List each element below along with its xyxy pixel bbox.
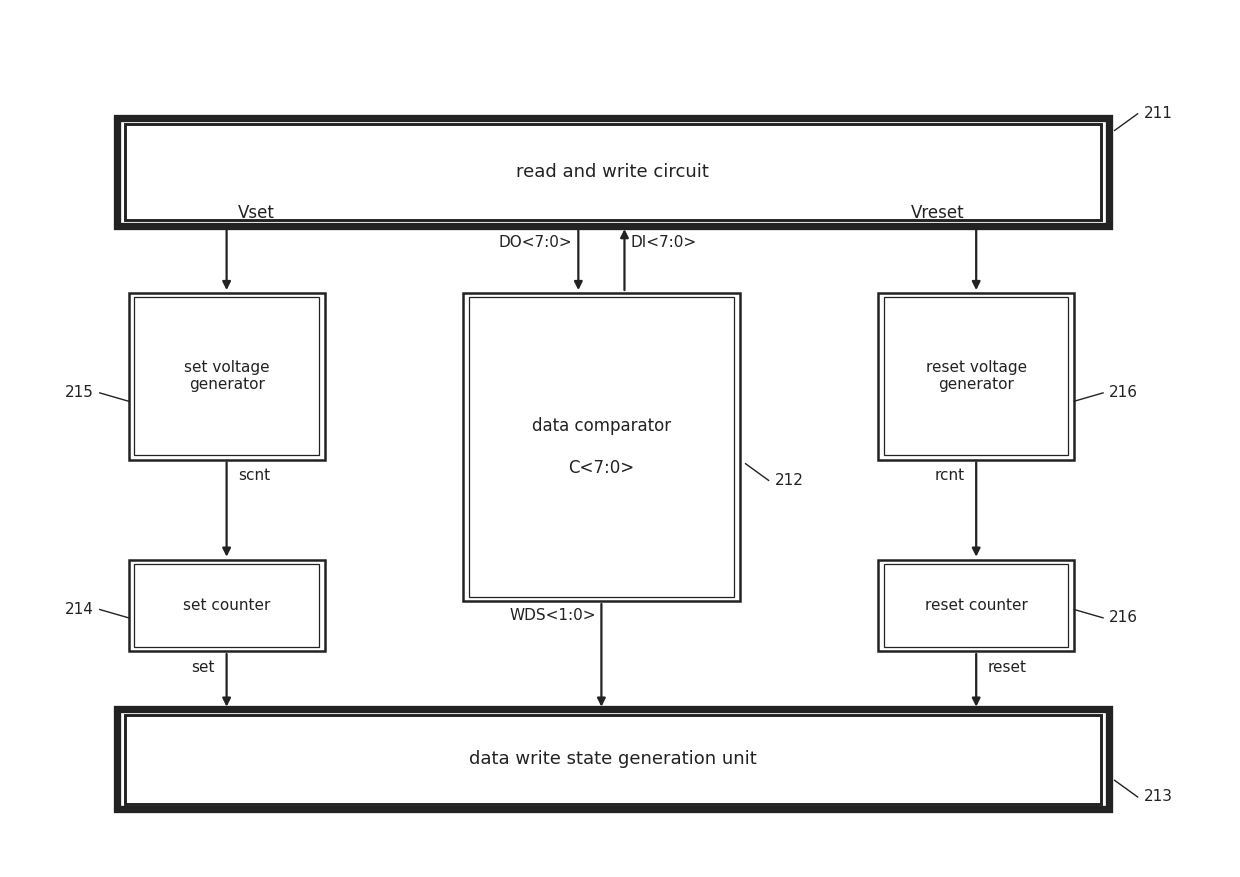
Text: DI<7:0>: DI<7:0> xyxy=(630,235,697,251)
Text: data write state generation unit: data write state generation unit xyxy=(469,751,756,768)
Bar xyxy=(884,297,1069,455)
Text: reset counter: reset counter xyxy=(925,598,1028,613)
Text: DO<7:0>: DO<7:0> xyxy=(498,235,573,251)
Text: Vreset: Vreset xyxy=(911,204,965,222)
Bar xyxy=(117,709,1109,809)
Text: reset voltage
generator: reset voltage generator xyxy=(925,360,1027,392)
Text: set: set xyxy=(191,660,215,674)
Text: 211: 211 xyxy=(1143,106,1172,121)
Bar xyxy=(134,297,319,455)
Text: scnt: scnt xyxy=(238,468,270,483)
Text: 216: 216 xyxy=(1109,385,1138,401)
Text: 213: 213 xyxy=(1143,789,1172,804)
Bar xyxy=(117,118,1109,226)
Text: 216: 216 xyxy=(1109,610,1138,625)
Text: reset: reset xyxy=(988,660,1027,674)
Text: rcnt: rcnt xyxy=(935,468,965,483)
Text: 212: 212 xyxy=(774,473,804,488)
Text: Vset: Vset xyxy=(238,204,275,222)
Bar xyxy=(469,297,734,597)
Text: WDS<1:0>: WDS<1:0> xyxy=(510,608,595,623)
Bar xyxy=(884,564,1069,647)
Bar xyxy=(125,124,1101,220)
Bar xyxy=(878,560,1074,651)
Bar xyxy=(129,293,325,460)
Bar xyxy=(878,293,1074,460)
Bar xyxy=(125,716,1101,803)
Text: 214: 214 xyxy=(66,602,94,617)
Bar xyxy=(463,293,740,602)
Text: data comparator

C<7:0>: data comparator C<7:0> xyxy=(532,417,671,477)
Bar xyxy=(134,564,319,647)
Text: 215: 215 xyxy=(66,385,94,401)
Text: set voltage
generator: set voltage generator xyxy=(184,360,269,392)
Text: set counter: set counter xyxy=(184,598,270,613)
Bar xyxy=(129,560,325,651)
Text: read and write circuit: read and write circuit xyxy=(517,163,709,182)
